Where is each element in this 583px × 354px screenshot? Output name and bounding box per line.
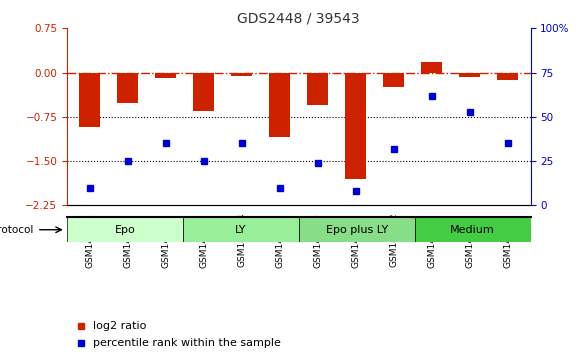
Bar: [269, 73, 290, 137]
Text: Epo plus LY: Epo plus LY: [325, 225, 388, 235]
Bar: [383, 73, 404, 87]
Bar: [345, 73, 366, 179]
Bar: [307, 73, 328, 105]
Text: LY: LY: [235, 225, 247, 235]
Bar: [117, 73, 138, 103]
Text: growth protocol: growth protocol: [0, 225, 34, 235]
Bar: [194, 73, 215, 111]
Bar: [156, 73, 176, 79]
Bar: [183, 217, 298, 242]
Bar: [422, 62, 442, 73]
Bar: [79, 73, 100, 127]
Bar: [497, 73, 518, 80]
Text: Medium: Medium: [450, 225, 495, 235]
Bar: [415, 217, 531, 242]
Title: GDS2448 / 39543: GDS2448 / 39543: [237, 12, 360, 26]
Bar: [459, 73, 480, 77]
Text: Epo: Epo: [115, 225, 135, 235]
Bar: [231, 73, 252, 75]
Bar: [298, 217, 415, 242]
Text: percentile rank within the sample: percentile rank within the sample: [93, 338, 280, 348]
Bar: [67, 217, 183, 242]
Text: log2 ratio: log2 ratio: [93, 321, 146, 331]
